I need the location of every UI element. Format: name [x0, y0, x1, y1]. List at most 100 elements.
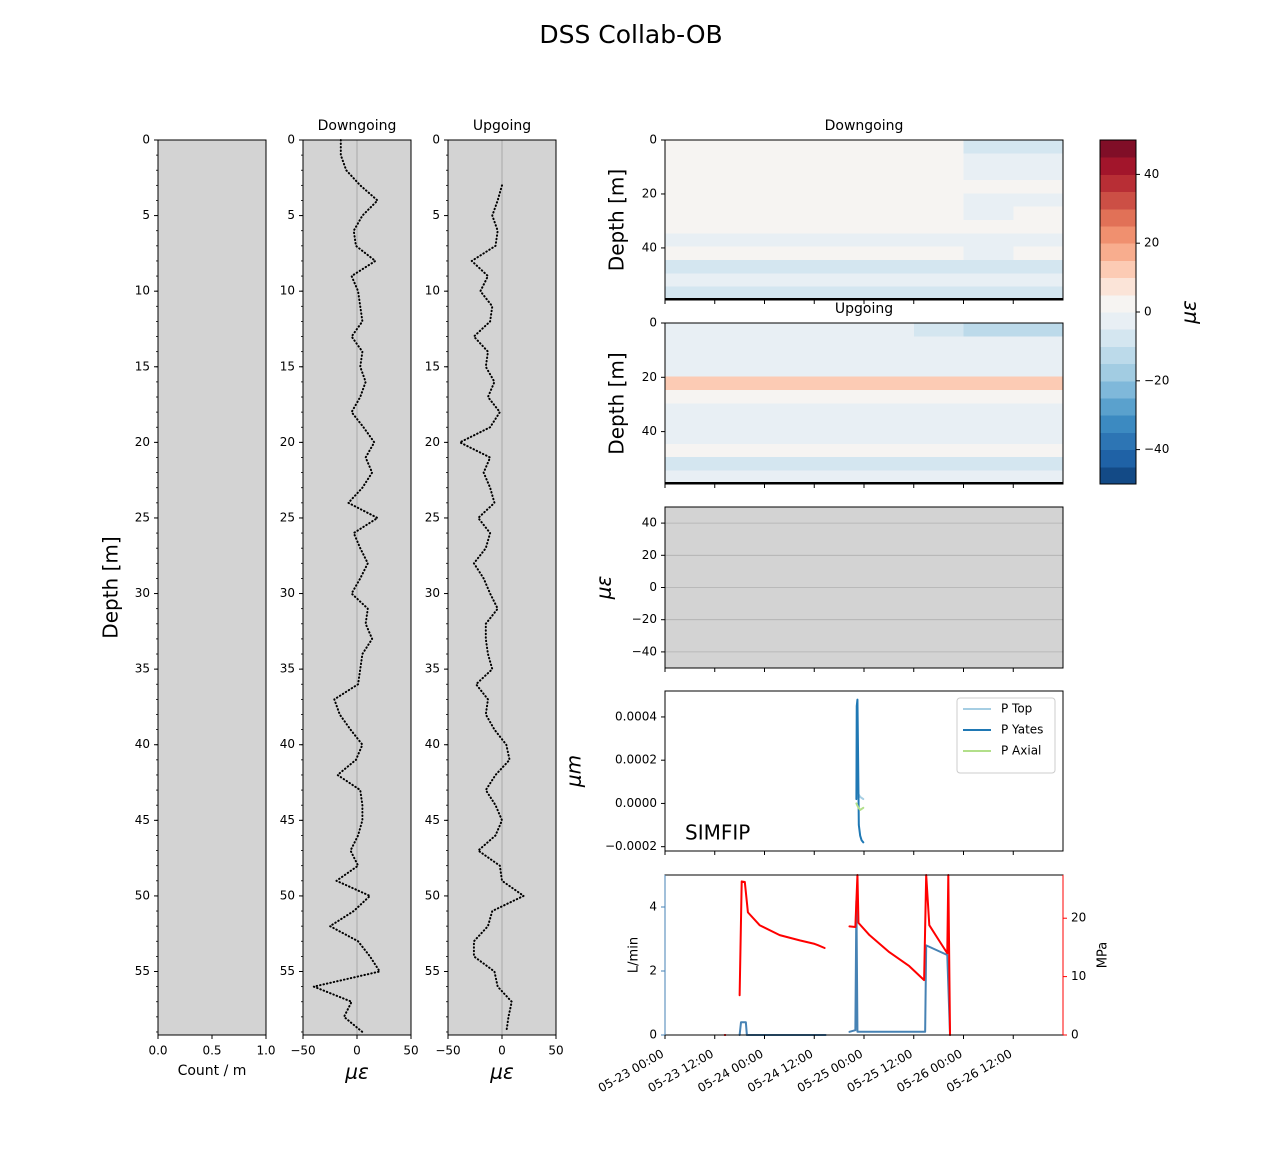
- colorbar-band: [1100, 243, 1136, 261]
- y-tick-label: 20: [642, 186, 657, 200]
- x-tick-label: 0: [353, 1044, 361, 1058]
- heatmap-cell: [913, 153, 964, 168]
- heatmap-cell: [1013, 273, 1064, 288]
- heatmap-cell: [665, 430, 716, 445]
- heatmap-cell: [864, 273, 915, 288]
- y-axis-label: L/min: [627, 937, 642, 973]
- heatmap-cell: [864, 470, 915, 485]
- heatmap-cell: [665, 193, 716, 208]
- y-tick-label: 0.0002: [615, 753, 657, 767]
- heatmap-cell: [814, 323, 865, 337]
- heatmap-cell: [913, 430, 964, 445]
- y-tick-label: 20: [642, 548, 657, 562]
- heatmap-cell: [665, 260, 716, 274]
- y-tick-label: 20: [425, 435, 440, 449]
- heatmap-cell: [665, 323, 716, 337]
- heatmap-cell: [764, 166, 815, 181]
- heatmap-cell: [864, 416, 915, 431]
- y-tick-label: 35: [135, 662, 150, 676]
- heatmap-cell: [913, 349, 964, 364]
- heatmap-cell: [665, 336, 716, 351]
- heatmap-cell: [1013, 363, 1064, 378]
- y-tick-label: 30: [425, 586, 440, 600]
- colorbar-band: [1100, 466, 1136, 485]
- heatmap-cell: [913, 220, 964, 234]
- y-tick-label: 55: [135, 964, 150, 978]
- heatmap-cell: [963, 206, 1014, 221]
- heatmap-cell: [864, 349, 915, 364]
- y-tick-label: 45: [280, 813, 295, 827]
- profile-line: [312, 139, 381, 1033]
- y-tick-label: 0: [649, 1028, 657, 1042]
- heatmap-cell: [714, 470, 765, 485]
- heatmap-cell: [814, 233, 865, 248]
- heatmap-cell: [714, 403, 765, 418]
- y-tick-label: 5: [287, 208, 295, 222]
- heatmap-cell: [963, 390, 1014, 404]
- colorbar-band: [1100, 260, 1136, 279]
- heatmap-cell: [864, 193, 915, 208]
- y-tick-label: 0: [649, 316, 657, 330]
- y-tick-label: 45: [425, 813, 440, 827]
- colorbar-band: [1100, 157, 1136, 175]
- heatmap-cell: [864, 206, 915, 221]
- y-axis-label: Depth [m]: [99, 536, 123, 638]
- colorbar-band: [1100, 363, 1136, 382]
- x-tick-label: 50: [548, 1044, 563, 1058]
- colorbar-tick-label: 0: [1144, 305, 1152, 319]
- y-tick-label: 40: [642, 424, 657, 438]
- heatmap-cell: [864, 220, 915, 234]
- colorbar-band: [1100, 346, 1136, 365]
- heatmap-cell: [913, 206, 964, 221]
- heatmap-cell: [1013, 233, 1064, 248]
- y-tick-label: 5: [142, 208, 150, 222]
- heatmap-cell: [814, 416, 865, 431]
- x-tick-label: 1.0: [256, 1044, 275, 1058]
- heatmap-cell: [963, 470, 1014, 485]
- heatmap-cell: [665, 470, 716, 485]
- heatmap-cell: [764, 193, 815, 208]
- heatmap-cell: [665, 166, 716, 181]
- heatmap-cell: [864, 336, 915, 351]
- y-tick-label: 2: [649, 964, 657, 978]
- heatmap-cell: [814, 336, 865, 351]
- heatmap-cell: [814, 193, 865, 208]
- colorbar-tick-label: 40: [1144, 167, 1159, 181]
- heatmap-cell: [963, 363, 1014, 378]
- heatmap-cell: [913, 180, 964, 194]
- heatmap-cell: [665, 349, 716, 364]
- heatmap-cell: [714, 323, 765, 337]
- y-tick-label: 35: [280, 662, 295, 676]
- heatmap-cell: [1013, 430, 1064, 445]
- heatmap-cell: [913, 166, 964, 181]
- heatmap-cell: [814, 286, 865, 301]
- heatmap-cell: [1013, 457, 1064, 472]
- series-line: [848, 899, 952, 1036]
- heatmap-cell: [963, 323, 1014, 337]
- legend-label: P Yates: [1001, 723, 1043, 737]
- x-tick-label: 0.5: [202, 1044, 221, 1058]
- heatmap-cell: [814, 443, 865, 458]
- heatmap-cell: [1013, 416, 1064, 431]
- heatmap-cell: [814, 166, 865, 181]
- heatmap-cell: [963, 273, 1014, 288]
- heatmap-cell: [814, 260, 865, 274]
- heatmap-cell: [913, 260, 964, 274]
- heatmap-cell: [814, 470, 865, 485]
- y-tick-label: 40: [280, 737, 295, 751]
- heatmap-cell: [814, 390, 865, 404]
- x-tick-label: −50: [435, 1044, 460, 1058]
- heatmap-cell: [764, 323, 815, 337]
- y-tick-label: 20: [135, 435, 150, 449]
- heatmap-cell: [714, 336, 765, 351]
- x-axis-label: Count / m: [178, 1063, 247, 1079]
- legend-box: [956, 697, 1056, 774]
- heatmap-cell: [665, 233, 716, 248]
- heatmap-cell: [714, 273, 765, 288]
- colorbar-band: [1100, 329, 1136, 347]
- colorbar-band: [1100, 208, 1136, 227]
- colorbar-tick-label: −20: [1144, 373, 1169, 387]
- y-tick-label: 55: [425, 964, 440, 978]
- heatmap-cell: [665, 363, 716, 378]
